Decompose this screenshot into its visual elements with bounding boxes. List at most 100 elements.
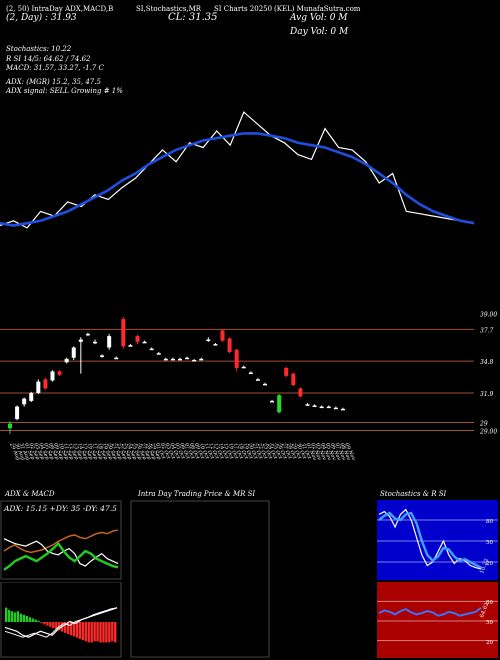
info-block: Stochastics: 10.22 R SI 14/5: 64.62 / 74… [6, 45, 123, 97]
macd-histogram-bar [52, 622, 55, 628]
candle-body [142, 341, 147, 344]
candle-body [100, 355, 105, 357]
candle-body [163, 358, 168, 361]
candle-body [305, 404, 310, 406]
candle-body [312, 405, 317, 407]
mrsi-background [377, 582, 498, 658]
candle-body [43, 379, 48, 389]
avg-volume: Avg Vol: 0 M [290, 13, 348, 23]
candle-body [234, 349, 239, 368]
candle-body [36, 381, 41, 393]
macd-histogram-bar [96, 622, 99, 642]
adx-plus-line [3, 529, 119, 554]
header-seg-4: (KEL) MunafaSutra.com [274, 5, 361, 13]
macd-histogram-bar [37, 620, 40, 622]
adx-main-line [3, 541, 119, 571]
macd-histogram-bar [87, 622, 90, 643]
macd-histogram-bar [25, 616, 28, 622]
macd-histogram-bar [28, 617, 31, 622]
adx-minus-line [3, 538, 119, 567]
macd-signal-line [4, 607, 118, 638]
mrsi-tick-label: 80 [486, 600, 493, 606]
macd-histogram-bar [114, 622, 117, 643]
macd-histogram-bar [7, 610, 11, 622]
price-tick-label: 34.8 [480, 359, 494, 366]
stoch-tick-label: 20 [486, 561, 493, 567]
stoch-last-label: 10.22 [479, 558, 490, 575]
candle-body [149, 348, 154, 351]
intraday-title: Intra Day Trading Price & MR SI [138, 490, 256, 498]
ma-series-line [0, 132, 475, 227]
mrsi-line [378, 606, 482, 617]
price-tick-label: 31.9 [480, 391, 494, 398]
macd-histogram-bar [93, 622, 96, 642]
candle-body [326, 406, 331, 409]
macd-histogram-bar [22, 614, 26, 622]
pe-label: (2, Day) : 31.93 [6, 13, 77, 23]
stochastics-title: Stochastics & R SI [380, 490, 447, 498]
candle-body [121, 319, 126, 347]
macd-histogram-bar [49, 622, 52, 627]
intraday-panel [130, 500, 270, 658]
candle-body [178, 358, 182, 361]
header-seg-2: SI,Stochastics,MR [136, 5, 202, 13]
macd-histogram-bar [72, 622, 76, 637]
macd-histogram-bar [84, 622, 87, 642]
macd-histogram-bar [43, 622, 46, 625]
close-label: CL: 31.35 [168, 12, 218, 23]
mrsi-last-label: 64.62 [479, 602, 490, 619]
candle-body [114, 357, 119, 360]
macd-histogram-bar [5, 607, 8, 622]
macd-histogram-bar [40, 622, 43, 624]
candle-body [284, 367, 289, 376]
macd-histogram-bar [78, 622, 82, 639]
candle-body [277, 395, 282, 413]
candle-body [85, 333, 90, 336]
price-tick-label: 29.00 [479, 428, 497, 435]
macd-histogram-bar [111, 622, 114, 642]
macd-histogram-bar [63, 622, 67, 633]
candle-body [50, 371, 55, 381]
macd-line [4, 607, 118, 638]
candle-body [227, 338, 232, 353]
adx-subtitle: ADX: 15.15 +DY: 35 -DY: 47.5 [3, 504, 117, 513]
macd-histogram-bar [105, 622, 108, 643]
macd-histogram-bar [69, 622, 73, 636]
candle-body [78, 339, 83, 342]
candle-body [333, 407, 338, 410]
candle-body [248, 372, 253, 374]
macd-histogram-bar [31, 618, 34, 622]
header-line: (2, 50) IntraDay ADX,MACD,B SI,Stochasti… [6, 5, 496, 14]
candle-body [291, 373, 296, 385]
candle-body [340, 408, 345, 411]
candle-body [107, 336, 112, 348]
macd-histogram-bar [55, 622, 58, 630]
candle-body [93, 341, 97, 344]
macd-histogram-bar [10, 611, 14, 622]
macd-value: MACD: 31.57, 33.27, -1.7 C [6, 64, 104, 72]
adx-value: ADX: (MGR) 15.2, 35, 47.5 [6, 77, 101, 86]
candle-body [156, 353, 161, 355]
macd-histogram-bar [13, 612, 17, 622]
candle-body [255, 379, 260, 381]
stoch-tick-label: 50 [486, 540, 493, 546]
macd-histogram-bar [66, 622, 70, 634]
price-line-chart [0, 111, 475, 229]
macd-histogram-bar [19, 613, 23, 622]
macd-histogram-bar [81, 622, 84, 640]
price-tick-label: 37.7 [480, 327, 494, 334]
price-tick-label: 29 [479, 421, 488, 428]
header-seg-1: (2, 50) IntraDay ADX,MACD,B [6, 5, 114, 13]
candle-body [29, 392, 34, 401]
candle-body [263, 383, 267, 386]
macd-histogram-bar [46, 622, 49, 626]
stoch-d-line [378, 511, 482, 569]
adx-signal: ADX signal: SELL Growing # 1% [6, 87, 123, 95]
candle-body [71, 347, 76, 358]
candle-body [8, 423, 12, 429]
macd-histogram-bar [102, 622, 105, 643]
stoch-tick-label: 80 [486, 519, 493, 525]
